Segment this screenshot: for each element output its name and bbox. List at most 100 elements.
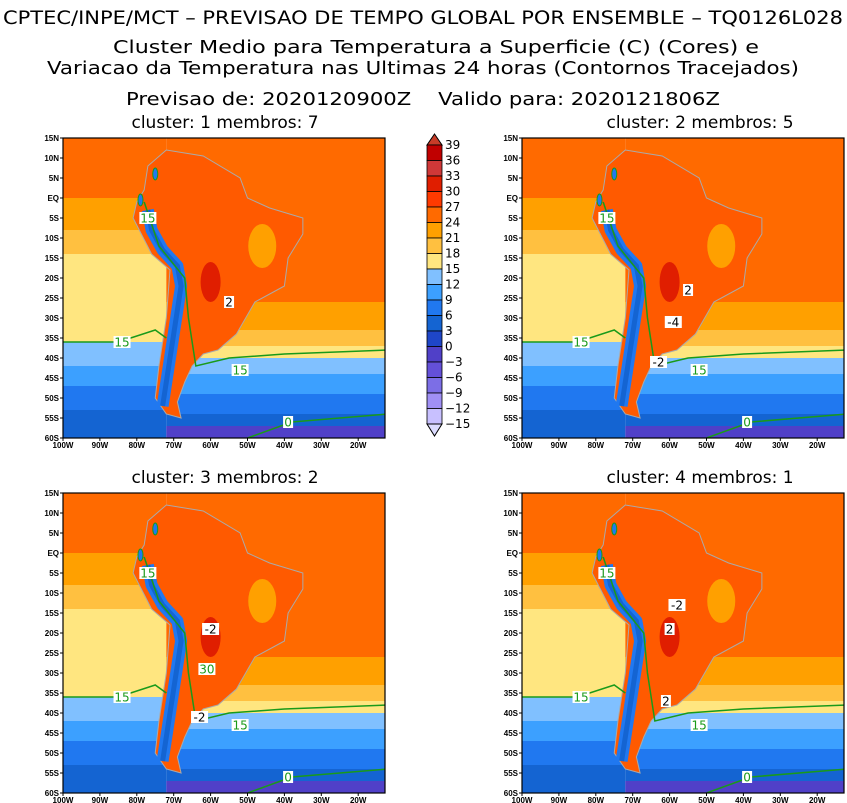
colorbar-swatch	[426, 377, 443, 394]
lat-tick-label: 5N	[49, 529, 59, 538]
contour-label-box	[598, 567, 616, 579]
atlantic-band	[625, 358, 844, 374]
lon-tick-label: 80W	[588, 796, 605, 803]
contour-label-box	[572, 691, 590, 703]
contour-label-box	[113, 336, 131, 348]
colorbar-swatch	[426, 330, 443, 347]
lat-tick-label: 50S	[45, 749, 60, 758]
lat-tick-label: EQ	[47, 549, 59, 558]
colorbar-bottom-arrow	[426, 423, 443, 437]
contour-label: 15	[140, 212, 155, 226]
temperature-field	[522, 493, 844, 793]
contour-15-west	[63, 684, 167, 698]
pacific-band	[522, 741, 626, 765]
lat-tick-label: 55S	[504, 769, 519, 778]
atlantic-band	[166, 729, 385, 749]
contour-label-box	[283, 416, 294, 428]
pacific-band	[63, 254, 167, 342]
colorbar-label: 30	[445, 185, 460, 199]
contour-label-box	[231, 364, 249, 376]
lon-tick-label: 20W	[809, 796, 826, 803]
lat-tick-label: 20S	[504, 629, 519, 638]
contour-label: 2	[666, 623, 674, 637]
map-frame	[62, 137, 386, 439]
contour-label: 15	[232, 719, 247, 733]
lat-tick-label: 5S	[49, 214, 59, 223]
contour-15-east	[602, 556, 844, 722]
lat-tick-label: 25S	[504, 649, 519, 658]
colorbar-label: −6	[445, 371, 463, 385]
atlantic-band	[625, 374, 844, 394]
colorbar-top-arrow	[426, 133, 443, 146]
colorbar-label: 3	[445, 324, 453, 338]
lat-tick-label: 45S	[45, 729, 60, 738]
lat-tick-label: 35S	[504, 334, 519, 343]
lat-tick-label: 10N	[44, 154, 59, 163]
lat-tick-label: 30S	[45, 669, 60, 678]
cold-cell	[152, 167, 159, 181]
lon-tick-label: 100W	[53, 441, 74, 450]
contour-label-box	[283, 771, 294, 783]
pacific-band	[522, 410, 626, 438]
contour-15-west	[63, 329, 167, 343]
pacific-band	[63, 765, 167, 793]
lat-tick-label: 30S	[45, 314, 60, 323]
lon-tick-label: 30W	[313, 441, 330, 450]
contour-label-box	[664, 316, 682, 328]
lon-tick-label: 90W	[551, 796, 568, 803]
lat-tick-label: 40S	[45, 354, 60, 363]
lat-tick-label: 25S	[504, 294, 519, 303]
warm-region	[707, 579, 736, 623]
atlantic-band	[625, 346, 844, 358]
lat-tick-label: 55S	[45, 414, 60, 423]
lat-tick-label: 15N	[44, 134, 59, 143]
colorbar-label: 9	[445, 293, 453, 307]
atlantic-band	[166, 701, 385, 713]
warm-region	[248, 224, 277, 268]
lat-tick-label: 15N	[503, 489, 518, 498]
lat-tick-label: 55S	[504, 414, 519, 423]
panel-title: cluster: 2 membros: 5	[606, 113, 793, 133]
lon-tick-label: 50W	[239, 796, 256, 803]
contour-label: 0	[284, 416, 292, 430]
pacific-band	[522, 765, 626, 793]
colorbar-swatch	[426, 160, 443, 177]
colorbar-swatch	[426, 284, 443, 301]
contour-label: 15	[573, 336, 588, 350]
atlantic-band	[625, 769, 844, 781]
cold-cell	[596, 548, 603, 562]
lat-tick-label: 5N	[49, 174, 59, 183]
atlantic-band	[625, 701, 844, 713]
warm-region	[707, 224, 736, 268]
contour-label-box	[598, 212, 616, 224]
colorbar-label: −3	[445, 355, 463, 369]
pacific-band	[522, 609, 626, 697]
lon-tick-label: 30W	[772, 441, 789, 450]
panel-title: cluster: 1 membros: 7	[131, 113, 318, 133]
lat-tick-label: 15S	[504, 609, 519, 618]
pacific-band	[522, 254, 626, 342]
lon-tick-label: 70W	[165, 441, 182, 450]
hot-region	[659, 262, 680, 302]
lon-tick-label: 60W	[661, 441, 678, 450]
colorbar-label: 36	[445, 154, 460, 168]
lat-tick-label: 25S	[45, 294, 60, 303]
lon-tick-label: 60W	[661, 796, 678, 803]
atlantic-band	[166, 374, 385, 394]
lon-tick-label: 60W	[202, 796, 219, 803]
lat-tick-label: EQ	[47, 194, 59, 203]
pacific-band	[522, 721, 626, 741]
lon-tick-label: 100W	[512, 796, 533, 803]
contour-label: 15	[599, 212, 614, 226]
lon-tick-label: 70W	[624, 441, 641, 450]
warm-region	[248, 579, 277, 623]
lat-tick-label: 10N	[44, 509, 59, 518]
contour-label-box	[650, 356, 668, 368]
contour-label: 15	[599, 567, 614, 581]
cold-cell	[137, 193, 144, 207]
lon-tick-label: 60W	[202, 441, 219, 450]
lat-tick-label: 20S	[504, 274, 519, 283]
lat-tick-label: 45S	[504, 374, 519, 383]
hot-region	[200, 262, 221, 302]
lat-tick-label: 10S	[504, 589, 519, 598]
